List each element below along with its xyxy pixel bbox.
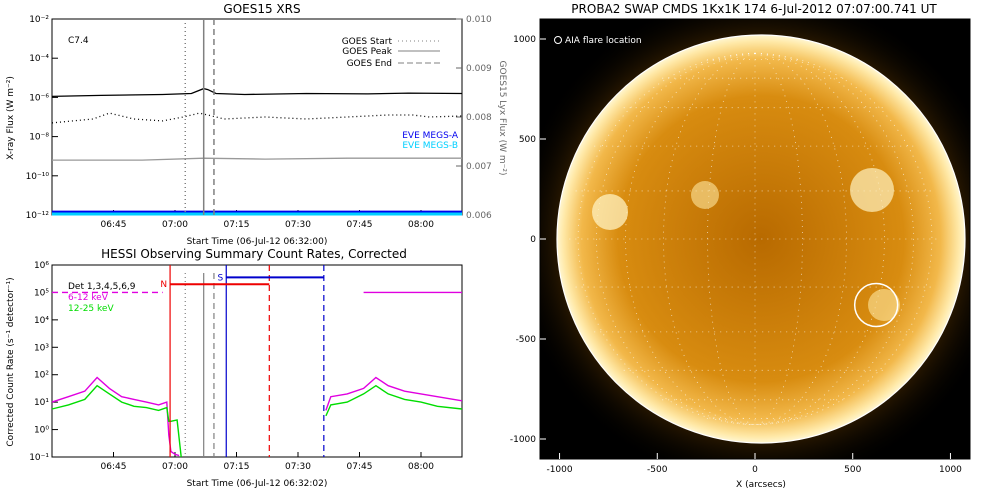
solar-disk: [557, 35, 965, 443]
goes-x-tick-label: 07:30: [285, 220, 311, 230]
hessi-x-tick-label: 06:45: [101, 462, 127, 472]
goes-y2-tick-label: 0.009: [466, 64, 492, 74]
goes-y2-ticks: 0.006 0.007 0.008 0.009 0.010: [456, 15, 492, 221]
swap-y-tick-label: 500: [519, 135, 536, 145]
goes-x-tick-label: 07:00: [162, 220, 188, 230]
swap-title: PROBA2 SWAP CMDS 1Kx1K 174 6-Jul-2012 07…: [571, 2, 937, 16]
swap-y-tick-label: -1000: [510, 435, 536, 445]
swap-y-ticks: -1000 -500 0 500 1000: [510, 35, 546, 445]
goes-y-tick-label: 10⁻⁴: [29, 54, 49, 64]
hessi-y-tick-label: 10³: [34, 343, 49, 353]
goes-markers: [184, 19, 215, 215]
legend-goes-peak: GOES Peak: [342, 47, 392, 57]
goes-y-tick-label: 10⁻⁸: [29, 133, 49, 143]
goes-y-tick-label: 10⁻¹⁰: [26, 172, 50, 182]
hessi-y-tick-label: 10⁻¹: [29, 453, 49, 463]
annotation-marker-icon: [554, 36, 562, 44]
legend-goes-end: GOES End: [347, 59, 392, 69]
hessi-y-label: Corrected Count Rate (s⁻¹ detector⁻¹): [6, 277, 16, 446]
swap-y-tick-label: 1000: [513, 35, 536, 45]
swap-annotation: AIA flare location: [565, 36, 642, 46]
goes-series-line: [52, 157, 462, 161]
hessi-legend: Det 1,3,4,5,6,9 6-12 keV 12-25 keV: [68, 282, 136, 314]
hessi-x-label: Start Time (06-Jul-12 06:32:02): [187, 479, 328, 489]
swap-x-tick-label: -500: [647, 465, 668, 475]
hessi-flag-label: S: [218, 273, 224, 283]
goes-x-tick-label: 07:15: [224, 220, 250, 230]
hessi-series-line: [325, 384, 463, 417]
hessi-flags: NS: [160, 273, 324, 290]
goes-x-tick-label: 06:45: [101, 220, 127, 230]
hessi-x-tick-label: 07:00: [162, 462, 188, 472]
swap-x-tick-label: -1000: [546, 465, 572, 475]
hessi-y-tick-label: 10⁶: [34, 261, 49, 271]
hessi-x-tick-label: 07:45: [347, 462, 373, 472]
longitude-line: [625, 52, 756, 426]
goes-y2-tick-label: 0.006: [466, 211, 492, 221]
hessi-panel: HESSI Observing Summary Count Rates, Cor…: [6, 247, 463, 489]
goes-y2-tick-label: 0.007: [466, 162, 492, 172]
legend-6-12-kev: 6-12 keV: [68, 293, 109, 303]
hessi-x-tick-label: 08:00: [408, 462, 434, 472]
goes-title: GOES15 XRS: [223, 2, 300, 16]
goes-x-tick-label: 07:45: [347, 220, 373, 230]
solar-limb-outline: [556, 34, 966, 444]
hessi-y-tick-label: 10²: [34, 371, 49, 381]
hessi-plot-frame: [51, 264, 463, 458]
hessi-title: HESSI Observing Summary Count Rates, Cor…: [101, 247, 407, 261]
goes-series-line: [51, 87, 463, 98]
goes-series: [51, 87, 463, 216]
hessi-series-line: [325, 376, 463, 411]
hessi-flag-label: N: [160, 280, 167, 290]
goes-y-label: X-ray Flux (W m⁻²): [6, 76, 16, 160]
goes-y2-tick-label: 0.010: [466, 15, 492, 25]
swap-panel: PROBA2 SWAP CMDS 1Kx1K 174 6-Jul-2012 07…: [510, 2, 971, 490]
legend-eve-megs-a: EVE MEGS-A: [402, 131, 459, 141]
goes-x-tick-label: 08:00: [408, 220, 434, 230]
hessi-y-tick-label: 10⁴: [34, 316, 49, 326]
longitude-line: [596, 52, 756, 426]
legend-det: Det 1,3,4,5,6,9: [68, 282, 136, 292]
hessi-y-tick-label: 10⁵: [34, 288, 49, 298]
swap-x-label: X (arcsecs): [736, 480, 786, 490]
active-region-west: [850, 168, 894, 212]
active-region-center: [691, 181, 719, 209]
heliographic-grid: [569, 52, 941, 426]
hessi-x-tick-label: 07:30: [285, 462, 311, 472]
longitude-line: [754, 52, 914, 426]
legend-eve-megs-b: EVE MEGS-B: [402, 141, 458, 151]
goes-y-tick-label: 10⁻²: [29, 15, 49, 25]
hessi-x-ticks: 06:45 07:00 07:15 07:30 07:45 08:00: [101, 452, 434, 472]
goes-x-label: Start Time (06-Jul-12 06:32:00): [187, 237, 328, 247]
active-region-east: [592, 194, 628, 230]
swap-y-tick-label: -500: [516, 335, 537, 345]
swap-x-tick-label: 1000: [939, 465, 962, 475]
goes-flare-class: C7.4: [68, 36, 89, 46]
goes-legend: GOES Start GOES Peak GOES End EVE MEGS-A…: [342, 37, 459, 151]
swap-x-tick-label: 500: [844, 465, 861, 475]
hessi-y-ticks: 10⁻¹ 10⁰ 10¹ 10² 10³ 10⁴ 10⁵ 10⁶: [29, 261, 58, 463]
goes-panel: GOES15 XRS 06:45 07:00 07:15 07:30 07:45 08:0…: [6, 2, 507, 247]
active-region-southwest: [868, 289, 900, 321]
goes-y2-tick-label: 0.008: [466, 113, 492, 123]
swap-x-ticks: -1000 -500 0 500 1000: [546, 453, 962, 475]
longitude-line: [754, 52, 885, 426]
legend-12-25-kev: 12-25 keV: [68, 304, 114, 314]
goes-series-line: [51, 112, 463, 124]
aia-flare-location-circle: [853, 282, 899, 328]
hessi-vlines: [169, 265, 325, 457]
hessi-series-line: [51, 376, 180, 457]
swap-x-tick-label: 0: [752, 465, 758, 475]
hessi-y-tick-label: 10⁰: [34, 426, 49, 436]
legend-goes-start: GOES Start: [342, 37, 393, 47]
goes-y2-label: GOES15 Lyx Flux (W m⁻²): [497, 61, 507, 176]
goes-y-tick-label: 10⁻⁶: [29, 93, 49, 103]
hessi-x-tick-label: 07:15: [224, 462, 250, 472]
swap-y-tick-label: 0: [530, 235, 536, 245]
hessi-series: [51, 291, 463, 458]
goes-y-tick-label: 10⁻¹²: [26, 211, 50, 221]
hessi-y-tick-label: 10¹: [34, 398, 49, 408]
goes-y-ticks: 10⁻¹² 10⁻¹⁰ 10⁻⁸ 10⁻⁶ 10⁻⁴ 10⁻²: [26, 15, 58, 221]
